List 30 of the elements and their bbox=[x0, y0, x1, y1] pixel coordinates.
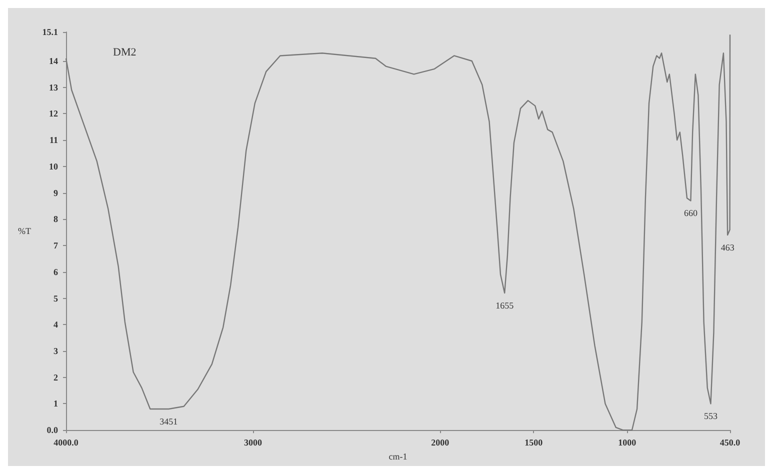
annotation: 3451 bbox=[160, 416, 178, 427]
annotation: 463 bbox=[720, 242, 735, 253]
y-tick-label: 15.1 bbox=[42, 27, 58, 37]
y-tick-label: 9 bbox=[54, 188, 58, 198]
y-tick-label: 3 bbox=[54, 346, 58, 356]
y-tick-label: 4 bbox=[54, 320, 58, 330]
y-tick-label: 10 bbox=[49, 161, 58, 172]
annotation: 553 bbox=[704, 411, 718, 422]
y-tick-label: 0.0 bbox=[46, 425, 58, 436]
y-tick-label: 2 bbox=[54, 372, 58, 382]
y-tick-label: 7 bbox=[54, 240, 58, 251]
y-tick-label: 6 bbox=[54, 266, 58, 277]
annotation: 1655 bbox=[496, 300, 514, 311]
y-axis-title: %T bbox=[18, 226, 32, 236]
y-tick-label: 13 bbox=[49, 82, 58, 92]
x-tick-label: 4000.0 bbox=[54, 438, 79, 448]
x-tick-label: 1000 bbox=[618, 438, 637, 448]
y-tick-label: 1 bbox=[54, 398, 58, 409]
annotation: 660 bbox=[684, 208, 698, 218]
y-tick-label: 12 bbox=[49, 108, 58, 119]
x-tick-label: 450.0 bbox=[720, 438, 741, 448]
y-tick-label: 5 bbox=[54, 293, 58, 304]
x-tick-label: 1500 bbox=[524, 438, 544, 448]
y-tick-label: 14 bbox=[49, 56, 58, 66]
text: DM2 bbox=[113, 46, 136, 58]
x-tick-label: 2000 bbox=[431, 438, 450, 448]
x-axis-title: cm-1 bbox=[388, 452, 408, 462]
y-tick-label: 8 bbox=[54, 214, 58, 224]
y-tick-label: 11 bbox=[49, 135, 58, 146]
x-tick-label: 3000 bbox=[244, 438, 263, 448]
